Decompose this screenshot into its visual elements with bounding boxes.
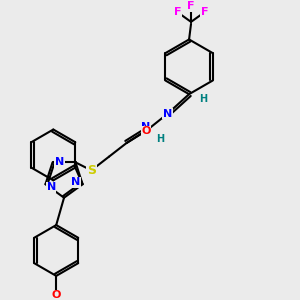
Text: F: F bbox=[187, 1, 195, 11]
Text: F: F bbox=[201, 7, 208, 17]
Text: N: N bbox=[142, 122, 151, 132]
Text: N: N bbox=[55, 158, 64, 167]
Text: O: O bbox=[141, 126, 151, 136]
Text: N: N bbox=[71, 177, 80, 187]
Text: S: S bbox=[87, 164, 96, 177]
Text: F: F bbox=[174, 7, 181, 17]
Text: N: N bbox=[47, 182, 56, 192]
Text: H: H bbox=[199, 94, 207, 104]
Text: O: O bbox=[52, 290, 61, 300]
Text: N: N bbox=[163, 109, 172, 119]
Text: H: H bbox=[156, 134, 164, 144]
